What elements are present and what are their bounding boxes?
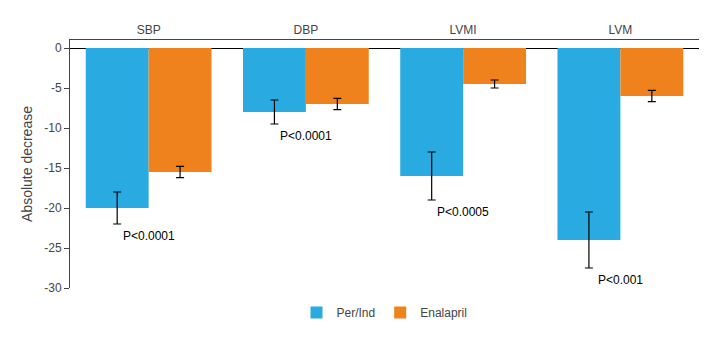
svg-text:-15: -15 bbox=[44, 161, 62, 175]
svg-text:P<0.0001: P<0.0001 bbox=[123, 229, 175, 243]
svg-text:-10: -10 bbox=[44, 121, 62, 135]
svg-text:Absolute decrease: Absolute decrease bbox=[19, 106, 35, 222]
svg-text:-20: -20 bbox=[44, 201, 62, 215]
svg-text:-5: -5 bbox=[51, 81, 62, 95]
svg-text:P<0.001: P<0.001 bbox=[598, 273, 643, 287]
svg-text:SBP: SBP bbox=[137, 23, 161, 37]
svg-text:LVM: LVM bbox=[608, 23, 632, 37]
svg-text:P<0.0005: P<0.0005 bbox=[437, 205, 489, 219]
svg-text:Per/Ind: Per/Ind bbox=[337, 306, 376, 320]
svg-text:DBP: DBP bbox=[294, 23, 319, 37]
svg-text:Enalapril: Enalapril bbox=[420, 306, 467, 320]
svg-text:P<0.0001: P<0.0001 bbox=[280, 129, 332, 143]
svg-text:-25: -25 bbox=[44, 241, 62, 255]
svg-text:LVMI: LVMI bbox=[450, 23, 477, 37]
svg-text:0: 0 bbox=[55, 41, 62, 55]
svg-text:-30: -30 bbox=[44, 281, 62, 295]
